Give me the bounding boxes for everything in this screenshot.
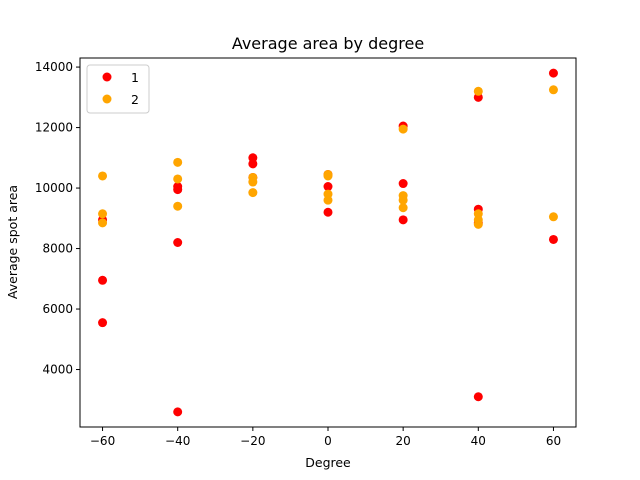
data-point bbox=[473, 219, 483, 229]
x-tick-label: 20 bbox=[396, 434, 411, 448]
data-point bbox=[173, 174, 183, 184]
data-point bbox=[248, 177, 258, 187]
legend-label: 2 bbox=[131, 92, 139, 107]
data-point bbox=[173, 185, 183, 195]
x-tick-label: −20 bbox=[240, 434, 265, 448]
series-2 bbox=[98, 85, 558, 229]
chart-title: Average area by degree bbox=[232, 34, 424, 53]
data-point bbox=[548, 68, 558, 78]
data-point bbox=[98, 171, 108, 181]
data-point bbox=[248, 159, 258, 169]
data-point bbox=[548, 234, 558, 244]
data-point bbox=[173, 201, 183, 211]
data-point bbox=[323, 207, 333, 217]
plot-frame bbox=[79, 57, 577, 428]
data-point bbox=[548, 85, 558, 95]
data-point bbox=[398, 203, 408, 213]
y-tick-label: 4000 bbox=[42, 363, 73, 377]
data-point bbox=[398, 215, 408, 225]
data-point bbox=[173, 407, 183, 417]
data-points bbox=[98, 68, 558, 417]
x-tick-label: 0 bbox=[324, 434, 332, 448]
x-axis: −60 −40 −20 0 20 40 60 bbox=[90, 427, 561, 448]
data-point bbox=[98, 318, 108, 328]
legend: 12 bbox=[86, 64, 150, 114]
x-tick-label: 40 bbox=[471, 434, 486, 448]
data-point bbox=[98, 209, 108, 219]
data-point bbox=[98, 218, 108, 228]
x-tick-label: −60 bbox=[90, 434, 115, 448]
y-axis: 4000 6000 8000 10000 12000 14000 bbox=[35, 60, 80, 377]
data-point bbox=[473, 392, 483, 402]
data-point bbox=[398, 124, 408, 134]
data-point bbox=[173, 238, 183, 247]
x-tick-label: 60 bbox=[546, 434, 561, 448]
data-point bbox=[248, 188, 258, 198]
y-tick-label: 10000 bbox=[35, 181, 73, 195]
data-point bbox=[473, 86, 483, 96]
legend-marker bbox=[102, 72, 112, 82]
data-point bbox=[173, 157, 183, 167]
data-point bbox=[548, 212, 558, 222]
data-point bbox=[398, 195, 408, 205]
data-point bbox=[323, 195, 333, 205]
y-tick-label: 6000 bbox=[42, 302, 73, 316]
legend-marker bbox=[102, 94, 112, 104]
x-tick-label: −40 bbox=[165, 434, 190, 448]
data-point bbox=[398, 179, 408, 189]
y-tick-label: 12000 bbox=[35, 121, 73, 135]
data-point bbox=[98, 275, 108, 285]
legend-box bbox=[86, 64, 150, 114]
y-axis-label: Average spot area bbox=[5, 185, 20, 299]
y-tick-label: 8000 bbox=[42, 242, 73, 256]
y-tick-label: 14000 bbox=[35, 60, 73, 74]
data-point bbox=[323, 182, 333, 192]
legend-label: 1 bbox=[131, 70, 139, 85]
x-axis-label: Degree bbox=[305, 455, 351, 470]
plot-area bbox=[80, 58, 576, 427]
data-point bbox=[323, 171, 333, 181]
